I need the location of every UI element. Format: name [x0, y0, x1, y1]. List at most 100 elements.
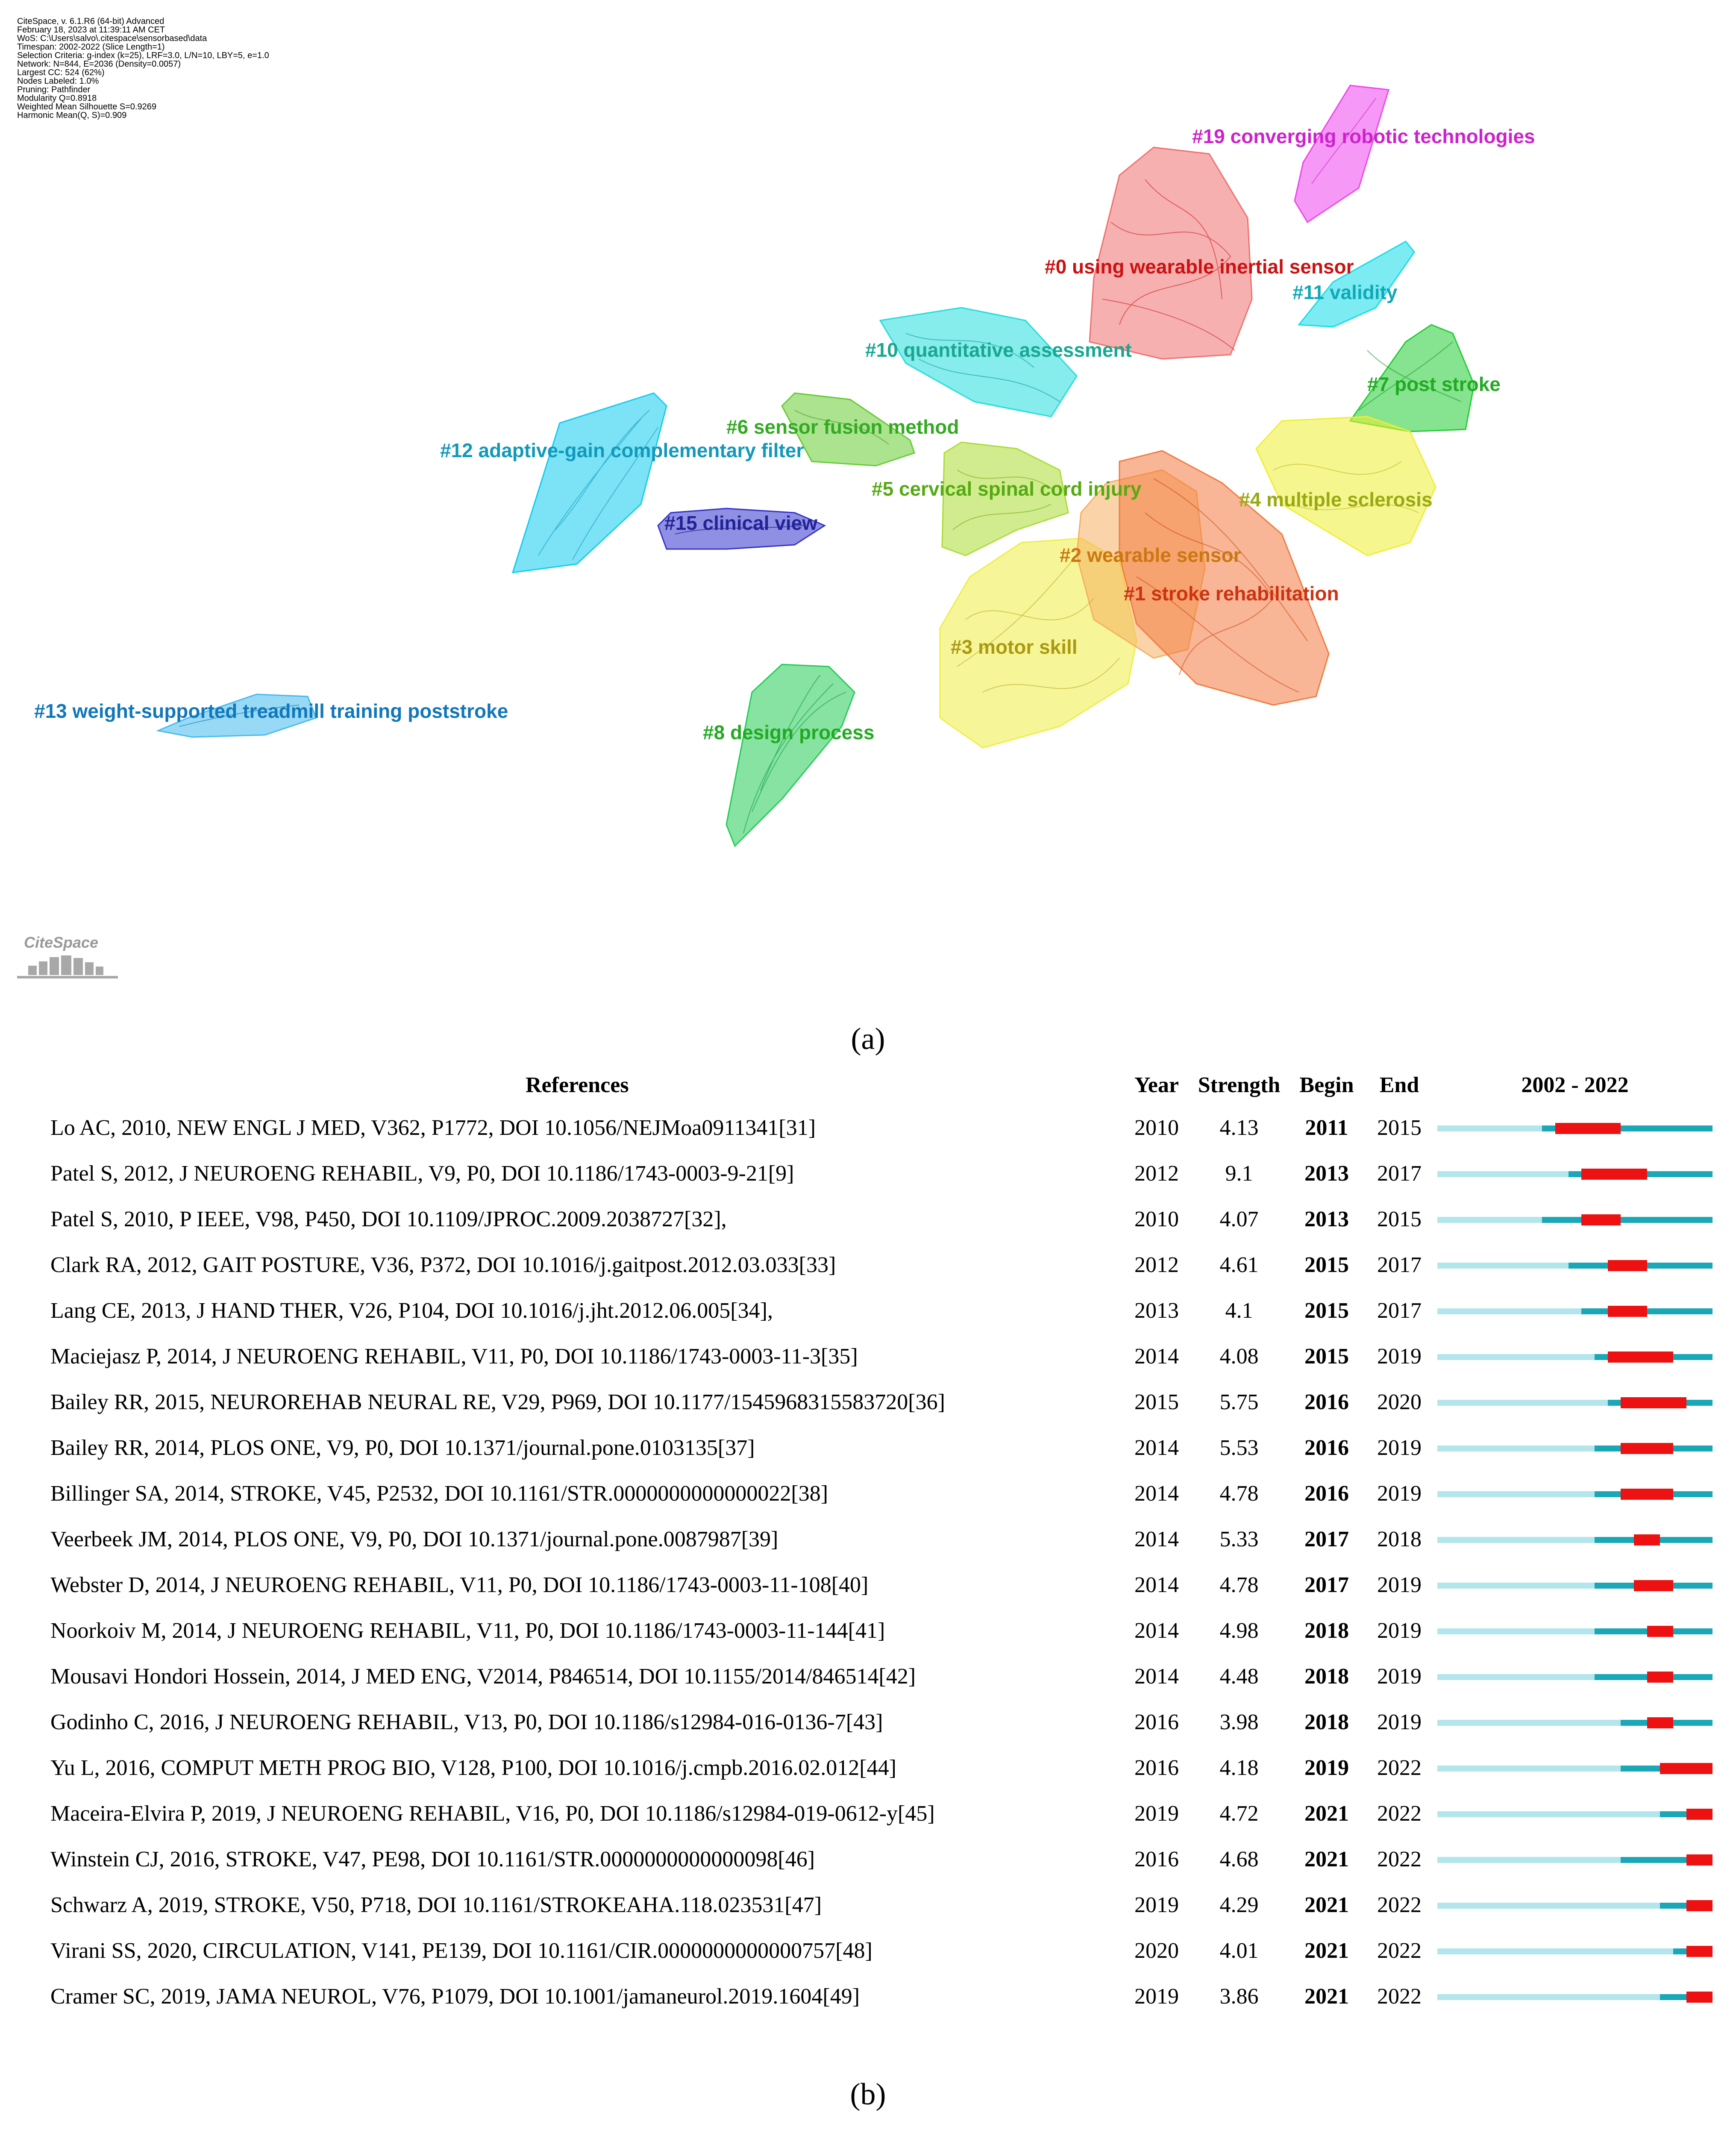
ref-text: Winstein CJ, 2016, STROKE, V47, PE98, DO… [50, 1847, 815, 1872]
cluster-svg: #19 converging robotic technologies #0 u… [34, 85, 1535, 847]
strength-value: 4.18 [1219, 1756, 1259, 1780]
end-value: 2022 [1377, 1847, 1422, 1872]
cluster-5-hull [941, 441, 1069, 556]
year-value: 2010 [1134, 1207, 1179, 1231]
cluster-7-label: #7 post stroke [1367, 373, 1501, 395]
timeline-bar [1437, 1580, 1713, 1591]
cluster-1-hull [1119, 450, 1330, 706]
table-row: Lang CE, 2013, J HAND THER, V26, P104, D… [0, 1290, 1736, 1332]
begin-value: 2015 [1304, 1253, 1349, 1277]
end-value: 2020 [1377, 1390, 1422, 1414]
cluster-8-label: #8 design process [703, 721, 874, 743]
table-row: Noorkoiv M, 2014, J NEUROENG REHABIL, V1… [0, 1610, 1736, 1652]
cluster-0-label: #0 using wearable inertial sensor [1045, 256, 1354, 278]
year-value: 2014 [1134, 1481, 1179, 1506]
timeline-bar [1437, 1351, 1713, 1363]
burst-period [1621, 1443, 1673, 1454]
timeline-bar [1437, 1717, 1713, 1728]
ref-text: Patel S, 2010, P IEEE, V98, P450, DOI 10… [50, 1207, 727, 1231]
year-value: 2015 [1134, 1390, 1179, 1414]
header-references: References [526, 1073, 629, 1097]
header-end: End [1379, 1073, 1419, 1097]
cluster-1-label: #1 stroke rehabilitation [1124, 582, 1339, 605]
end-value: 2019 [1377, 1481, 1422, 1506]
strength-value: 4.68 [1219, 1847, 1259, 1872]
ref-text: Maceira-Elvira P, 2019, J NEUROENG REHAB… [50, 1801, 935, 1826]
caption-b: (b) [850, 2077, 886, 2111]
ref-text: Lo AC, 2010, NEW ENGL J MED, V362, P1772… [50, 1116, 816, 1140]
cluster-8-hull [726, 664, 855, 847]
strength-value: 5.53 [1219, 1436, 1259, 1460]
end-value: 2019 [1377, 1664, 1422, 1689]
info-line: Nodes Labeled: 1.0% [17, 76, 99, 86]
ref-text: Noorkoiv M, 2014, J NEUROENG REHABIL, V1… [50, 1619, 885, 1643]
cluster-15-hull [657, 508, 826, 550]
citespace-logo: CiteSpace [17, 934, 118, 978]
cluster-19-label: #19 converging robotic technologies [1192, 125, 1535, 147]
year-value: 2014 [1134, 1527, 1179, 1551]
burst-period [1621, 1489, 1673, 1500]
burst-period [1647, 1717, 1673, 1728]
table-row: Clark RA, 2012, GAIT POSTURE, V36, P372,… [0, 1244, 1736, 1287]
year-value: 2020 [1134, 1939, 1179, 1963]
cluster-4-label: #4 multiple sclerosis [1239, 488, 1433, 511]
begin-value: 2013 [1304, 1161, 1349, 1186]
begin-value: 2021 [1304, 1984, 1349, 2009]
timeline-bar [1437, 1763, 1713, 1774]
info-line: Largest CC: 524 (62%) [17, 68, 105, 77]
year-value: 2016 [1134, 1756, 1179, 1780]
info-line: Weighted Mean Silhouette S=0.9269 [17, 102, 156, 112]
ref-text: Lang CE, 2013, J HAND THER, V26, P104, D… [50, 1299, 773, 1323]
table-row: Yu L, 2016, COMPUT METH PROG BIO, V128, … [0, 1747, 1736, 1789]
burst-period [1581, 1214, 1621, 1225]
end-value: 2022 [1377, 1801, 1422, 1826]
begin-value: 2016 [1304, 1436, 1349, 1460]
table-row: Schwarz A, 2019, STROKE, V50, P718, DOI … [0, 1884, 1736, 1927]
timeline-bar [1437, 1809, 1713, 1820]
end-value: 2018 [1377, 1527, 1422, 1551]
timeline-bar [1437, 1946, 1713, 1957]
timeline-bar [1437, 1992, 1713, 2003]
cluster-11-hull [1298, 241, 1415, 328]
cluster-4-hull [1255, 416, 1436, 556]
burst-period [1634, 1534, 1660, 1545]
burst-period [1686, 1946, 1713, 1957]
strength-value: 4.08 [1219, 1344, 1259, 1369]
info-line: Network: N=844, E=2036 (Density=0.0057) [17, 59, 181, 69]
cluster-10-hull [879, 307, 1078, 417]
strength-value: 3.86 [1219, 1984, 1259, 2009]
begin-value: 2013 [1304, 1207, 1349, 1231]
begin-value: 2016 [1304, 1481, 1349, 1506]
timeline-bar [1437, 1443, 1713, 1454]
logo-text: CiteSpace [24, 934, 98, 951]
year-value: 2014 [1134, 1619, 1179, 1643]
strength-value: 4.78 [1219, 1573, 1259, 1597]
end-value: 2015 [1377, 1207, 1422, 1231]
table-row: Mousavi Hondori Hossein, 2014, J MED ENG… [0, 1655, 1736, 1698]
year-value: 2012 [1134, 1253, 1179, 1277]
ref-text: Yu L, 2016, COMPUT METH PROG BIO, V128, … [50, 1756, 896, 1780]
burst-period [1660, 1763, 1713, 1774]
info-line: Harmonic Mean(Q, S)=0.909 [17, 111, 127, 120]
ref-text: Bailey RR, 2014, PLOS ONE, V9, P0, DOI 1… [50, 1436, 755, 1460]
year-value: 2014 [1134, 1664, 1179, 1689]
table-row: Godinho C, 2016, J NEUROENG REHABIL, V13… [0, 1701, 1736, 1744]
ref-text: Cramer SC, 2019, JAMA NEUROL, V76, P1079… [50, 1984, 860, 2009]
year-value: 2016 [1134, 1847, 1179, 1872]
begin-value: 2016 [1304, 1390, 1349, 1414]
end-value: 2022 [1377, 1939, 1422, 1963]
header-begin: Begin [1299, 1073, 1354, 1097]
ref-text: Veerbeek JM, 2014, PLOS ONE, V9, P0, DOI… [50, 1527, 778, 1551]
strength-value: 4.07 [1219, 1207, 1259, 1231]
table-row: Webster D, 2014, J NEUROENG REHABIL, V11… [0, 1564, 1736, 1607]
timeline-bar [1437, 1397, 1713, 1408]
end-value: 2022 [1377, 1984, 1422, 2009]
info-line: February 18, 2023 at 11:39:11 AM CET [17, 25, 165, 35]
info-line: Pruning: Pathfinder [17, 85, 91, 94]
burst-period [1686, 1809, 1713, 1820]
ref-text: Mousavi Hondori Hossein, 2014, J MED ENG… [50, 1664, 916, 1689]
end-value: 2017 [1377, 1299, 1422, 1323]
table-row: Maciejasz P, 2014, J NEUROENG REHABIL, V… [0, 1335, 1736, 1378]
begin-value: 2018 [1304, 1619, 1349, 1643]
strength-value: 4.61 [1219, 1253, 1259, 1277]
